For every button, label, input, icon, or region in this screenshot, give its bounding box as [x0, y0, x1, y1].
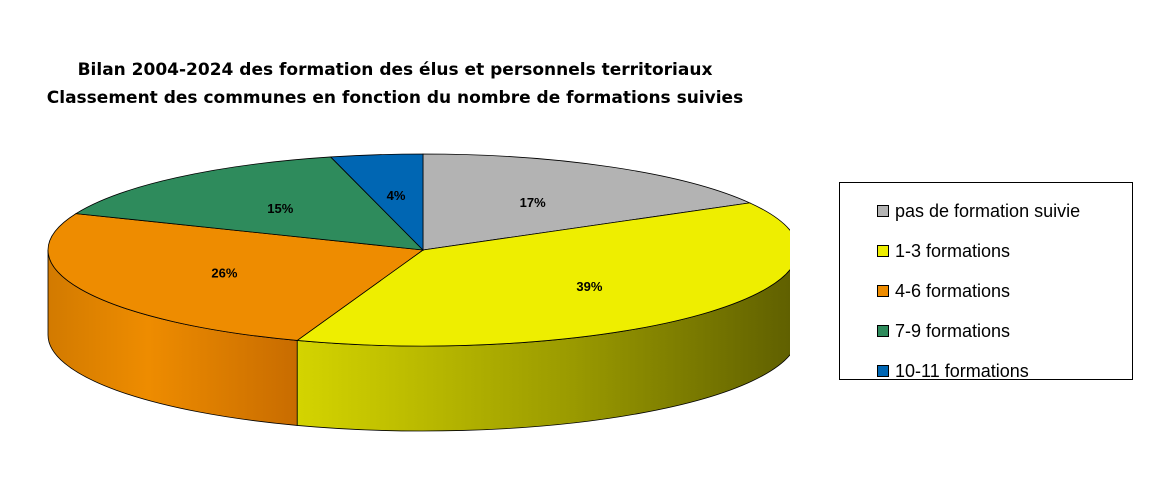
- legend-label: 4-6 formations: [895, 280, 1011, 301]
- legend-label: 1-3 formations: [895, 240, 1011, 261]
- pie-slice-pas-de-formation-suivie: [422, 153, 752, 251]
- legend-item: 1-3 formations: [840, 231, 1132, 271]
- slice-label-10-11-formations: 4%: [387, 188, 406, 203]
- slice-label-7-9-formations: 15%: [267, 201, 293, 216]
- pie-labels: 17% 39% 26% 15% 4%: [211, 188, 602, 294]
- pie-slice-4-6-formations: [47, 213, 425, 341]
- pie-slice-1-3-formations: [296, 202, 790, 347]
- chart-subtitle: Classement des communes en fonction du n…: [46, 88, 744, 108]
- legend-swatch: [877, 325, 889, 337]
- legend-item: 10-11 formations: [840, 351, 1132, 391]
- legend-swatch: [877, 205, 889, 217]
- legend-label: pas de formation suivie: [895, 200, 1081, 221]
- legend-swatch: [877, 245, 889, 257]
- legend: pas de formation suivie 1-3 formations 4…: [839, 182, 1133, 381]
- legend-label: 7-9 formations: [895, 320, 1011, 341]
- slice-label-4-6-formations: 26%: [211, 266, 237, 281]
- legend-item: pas de formation suivie: [840, 191, 1132, 231]
- legend-swatch: [877, 365, 889, 377]
- pie-chart: 17% 39% 26% 15% 4%: [47, 153, 790, 432]
- chart-title-block: Bilan 2004-2024 des formation des élus e…: [0, 56, 790, 112]
- pie-tops: [47, 153, 790, 347]
- legend-label: 10-11 formations: [895, 360, 1029, 381]
- slice-label-1-3-formations: 39%: [576, 279, 602, 294]
- slice-label-pas-de-formation-suivie: 17%: [520, 195, 546, 210]
- pie-slice-10-11-formations: [329, 153, 424, 251]
- legend-swatch: [877, 285, 889, 297]
- legend-item: 7-9 formations: [840, 311, 1132, 351]
- pie-slice-7-9-formations: [74, 156, 425, 251]
- legend-item: 4-6 formations: [840, 271, 1132, 311]
- chart-title: Bilan 2004-2024 des formation des élus e…: [77, 60, 713, 80]
